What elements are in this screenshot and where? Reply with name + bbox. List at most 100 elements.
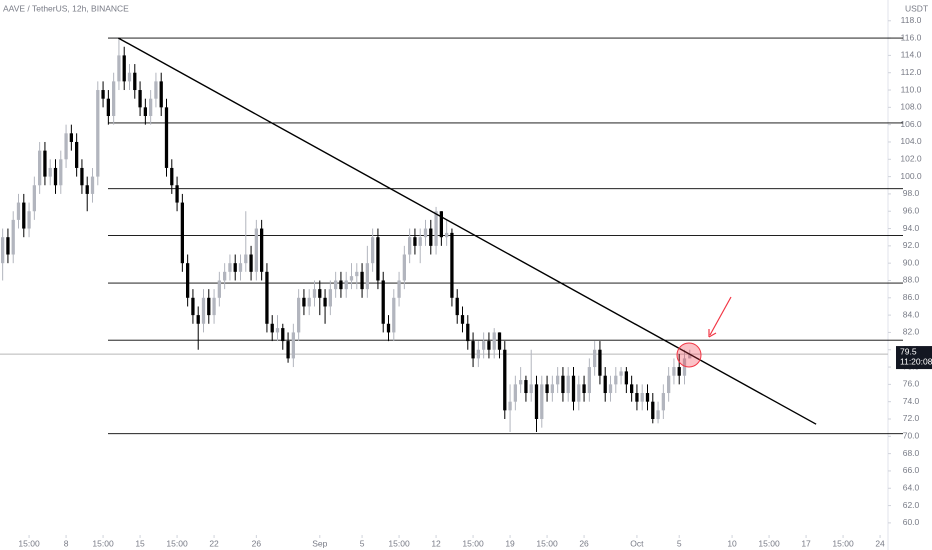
candle-body xyxy=(238,263,243,272)
candle-body xyxy=(281,328,285,342)
candle-body xyxy=(228,263,232,272)
candle-body xyxy=(154,81,158,99)
candle-body xyxy=(455,297,459,316)
price-tag xyxy=(896,346,932,370)
candle-body xyxy=(667,375,671,394)
candle-body xyxy=(291,332,295,359)
y-tick-label: 114.0 xyxy=(901,50,922,60)
candle-body xyxy=(117,55,121,82)
price-tag-value: 79.5 xyxy=(900,346,917,356)
arrow-head xyxy=(708,329,717,338)
candle-body xyxy=(661,393,665,411)
candle-body xyxy=(423,228,428,238)
candle-body xyxy=(381,280,385,324)
x-tick-label: 15:00 xyxy=(388,538,410,548)
price-tag-countdown: 11:20:08 xyxy=(900,356,932,366)
candle-body xyxy=(101,90,105,99)
y-tick-label: 66.0 xyxy=(903,465,920,475)
y-tick-label: 94.0 xyxy=(903,223,920,233)
candle-body xyxy=(402,254,406,281)
x-tick-label: 15 xyxy=(135,538,145,548)
y-tick-label: 88.0 xyxy=(903,275,920,285)
candle-body xyxy=(508,401,512,411)
candle-body xyxy=(682,358,687,376)
candle-body xyxy=(651,401,655,419)
candle-body xyxy=(233,263,237,272)
candle-body xyxy=(307,297,311,307)
candle-body xyxy=(561,375,565,394)
y-tick-label: 100.0 xyxy=(900,171,922,181)
candle-body xyxy=(80,167,84,186)
x-tick-label: 22 xyxy=(209,538,219,548)
candle-body xyxy=(603,375,607,394)
candle-body xyxy=(334,280,338,290)
candle-body xyxy=(106,98,110,117)
candle-body xyxy=(180,202,184,264)
candle-body xyxy=(75,141,79,168)
x-tick-label: 5 xyxy=(360,538,365,548)
trendline xyxy=(118,37,817,425)
y-tick-label: 112.0 xyxy=(901,67,922,77)
candle-body xyxy=(635,393,639,402)
y-tick-label: 96.0 xyxy=(903,205,920,215)
candle-body xyxy=(27,211,31,229)
candle-body xyxy=(397,280,401,298)
candle-body xyxy=(503,349,507,411)
y-tick-label: 86.0 xyxy=(903,292,920,302)
candle-body xyxy=(392,297,396,333)
candle-body xyxy=(69,133,73,142)
candle-body xyxy=(614,375,618,385)
y-tick-label: 92.0 xyxy=(903,240,920,250)
candle-body xyxy=(476,349,480,359)
x-tick-label: Sep xyxy=(312,538,327,548)
x-tick-label: 26 xyxy=(579,538,589,548)
candle-body xyxy=(519,380,523,385)
candle-body xyxy=(260,228,264,272)
candle-body xyxy=(48,167,52,177)
candle-body xyxy=(191,297,195,316)
candle-body xyxy=(582,384,586,394)
candle-body xyxy=(566,375,570,394)
x-tick-label: 15:00 xyxy=(166,538,188,548)
candle-body xyxy=(164,107,169,168)
candle-body xyxy=(640,393,644,402)
y-tick-label: 70.0 xyxy=(903,431,920,441)
candle-body xyxy=(656,410,660,419)
highlight-circle xyxy=(676,342,702,368)
candle-body xyxy=(349,276,354,281)
x-tick-label: 17 xyxy=(801,538,811,548)
candle-body xyxy=(170,167,174,186)
y-tick-label: 118.0 xyxy=(901,15,922,25)
candle-body xyxy=(339,280,343,290)
candle-body xyxy=(524,380,528,394)
candle-body xyxy=(460,315,465,324)
y-tick-label: 68.0 xyxy=(903,448,920,458)
candle-body xyxy=(624,371,628,385)
y-axis-label: USDT xyxy=(905,3,928,13)
y-tick-label: 102.0 xyxy=(900,154,922,164)
candle-body xyxy=(207,297,211,316)
y-tick-label: 106.0 xyxy=(900,119,922,129)
x-tick-label: 26 xyxy=(252,538,262,548)
candle-body xyxy=(466,323,470,342)
candle-body xyxy=(355,271,359,277)
x-tick-label: 24 xyxy=(875,538,885,548)
candle-body xyxy=(608,384,613,394)
y-tick-label: 82.0 xyxy=(903,327,920,337)
candle-body xyxy=(53,167,58,186)
candle-body xyxy=(265,271,269,324)
candle-body xyxy=(59,159,63,186)
y-tick-label: 72.0 xyxy=(903,413,920,423)
candle-body xyxy=(6,237,10,255)
candle-body xyxy=(22,202,26,229)
candle-body xyxy=(413,237,417,246)
x-tick-label: 5 xyxy=(677,538,682,548)
candle-body xyxy=(312,289,317,298)
y-tick-label: 104.0 xyxy=(900,136,922,146)
x-tick-label: 15:00 xyxy=(462,538,484,548)
candle-body xyxy=(64,133,68,160)
y-tick-label: 108.0 xyxy=(900,102,922,112)
candle-body xyxy=(408,237,412,255)
candle-body xyxy=(85,185,89,194)
